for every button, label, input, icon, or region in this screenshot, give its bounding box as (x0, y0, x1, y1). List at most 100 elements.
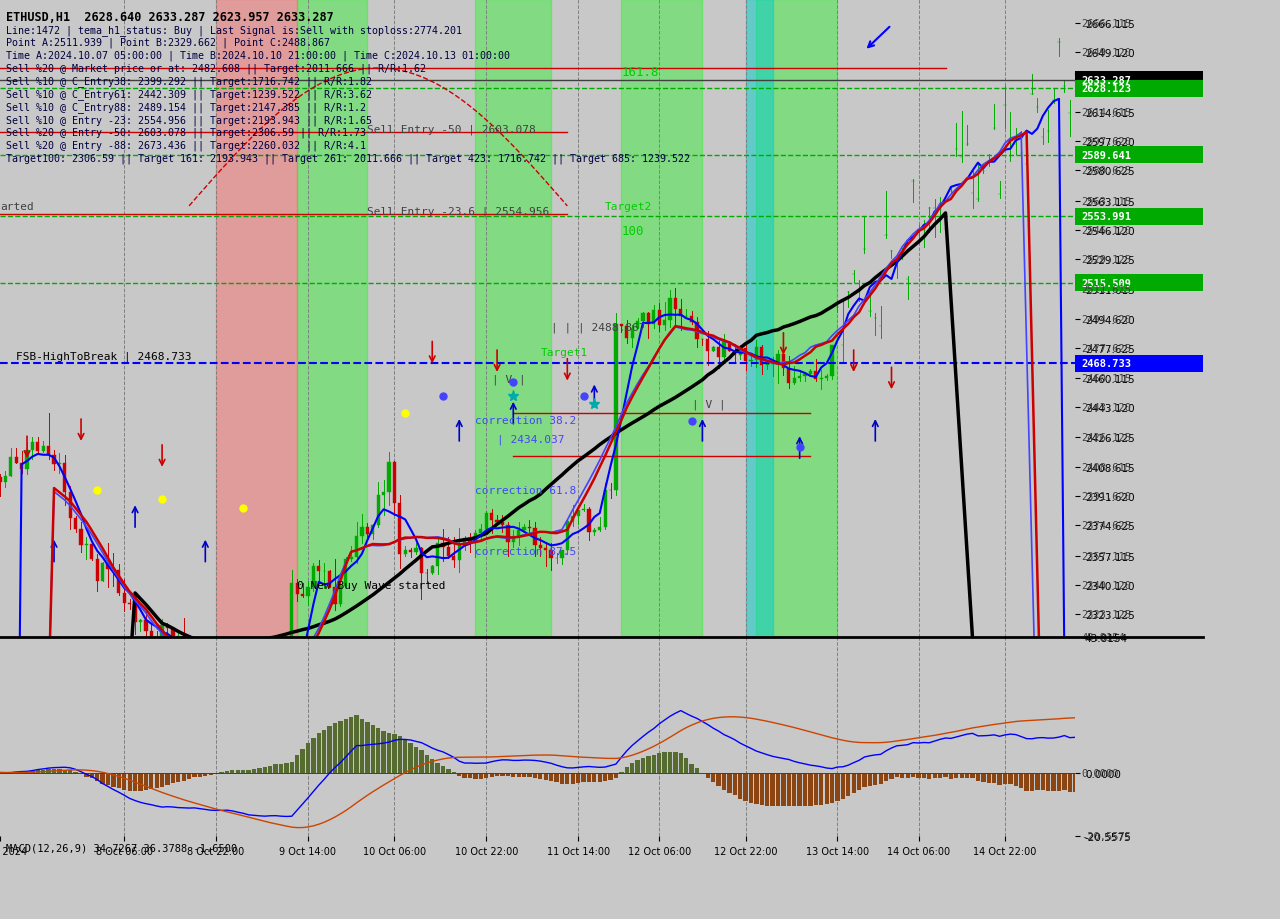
Bar (361, 528, 364, 537)
Bar (982, 773, 986, 782)
Bar (316, 733, 321, 773)
Bar (241, 770, 246, 773)
Bar (257, 740, 261, 766)
Bar (74, 519, 77, 529)
Bar (317, 567, 320, 572)
Bar (663, 321, 666, 326)
Bar (754, 773, 759, 804)
Bar (620, 325, 623, 326)
Bar (52, 455, 55, 464)
Bar (398, 504, 402, 554)
Bar (242, 745, 244, 754)
Bar (410, 550, 412, 552)
Bar (1075, 209, 1203, 225)
Bar (1075, 72, 1203, 89)
Bar (425, 755, 429, 773)
Bar (707, 340, 709, 351)
Bar (279, 764, 283, 773)
Bar (987, 773, 991, 783)
Bar (420, 751, 424, 773)
Bar (641, 314, 645, 322)
Text: 2426.125: 2426.125 (1082, 432, 1132, 442)
Bar (1019, 773, 1023, 789)
Bar (517, 773, 521, 777)
Bar (522, 528, 526, 530)
Text: 2666.115: 2666.115 (1082, 19, 1132, 28)
Bar (452, 556, 456, 561)
Bar (895, 773, 899, 777)
Bar (630, 763, 635, 773)
Bar (549, 773, 553, 781)
Bar (1014, 773, 1018, 786)
Bar (663, 753, 667, 773)
Bar (717, 347, 721, 357)
Bar (856, 773, 861, 790)
Bar (463, 539, 466, 545)
Bar (911, 773, 915, 777)
Bar (588, 509, 590, 533)
Bar (209, 698, 212, 706)
Bar (435, 763, 440, 773)
Bar (143, 773, 148, 790)
Text: 2391.620: 2391.620 (1082, 492, 1132, 502)
Bar (1075, 81, 1203, 98)
Bar (462, 773, 467, 778)
Text: 2494.620: 2494.620 (1082, 314, 1132, 324)
Bar (582, 509, 585, 511)
Bar (905, 773, 910, 777)
Text: Sell %10 @ C_Entry88: 2489.154 || Target:2147.385 || R/R:1.2: Sell %10 @ C_Entry88: 2489.154 || Target… (6, 102, 366, 113)
Bar (1009, 773, 1012, 785)
Bar (84, 544, 88, 546)
Bar (447, 769, 451, 773)
Bar (722, 773, 726, 790)
Bar (274, 773, 278, 785)
Bar (544, 548, 548, 550)
Text: 2529.125: 2529.125 (1082, 255, 1132, 265)
Bar (193, 655, 196, 686)
Bar (787, 773, 791, 806)
Bar (851, 773, 856, 793)
Bar (403, 740, 407, 773)
Bar (95, 773, 100, 781)
Text: 2408.615: 2408.615 (1082, 462, 1132, 472)
Text: correction 38.2: correction 38.2 (475, 415, 577, 425)
Bar (554, 773, 558, 782)
Bar (262, 767, 268, 773)
Bar (576, 773, 580, 783)
Bar (306, 743, 310, 773)
Text: 2614.615: 2614.615 (1082, 108, 1132, 118)
Text: | V |: | V | (492, 374, 525, 384)
Bar (1057, 773, 1061, 791)
Bar (746, 0, 773, 637)
Text: Line:1472 | tema_h1_status: Buy | Last Signal is:Sell with stoploss:2774.201: Line:1472 | tema_h1_status: Buy | Last S… (6, 25, 462, 36)
Bar (614, 773, 618, 778)
Bar (705, 773, 710, 777)
Bar (182, 637, 186, 656)
Bar (873, 773, 878, 785)
Bar (559, 773, 564, 784)
Bar (294, 755, 300, 773)
Bar (765, 364, 769, 365)
Bar (138, 773, 142, 791)
Bar (803, 773, 808, 806)
Bar (566, 522, 568, 550)
Bar (824, 773, 829, 804)
Bar (727, 773, 732, 793)
Bar (393, 462, 396, 504)
Bar (297, 0, 367, 637)
Bar (652, 311, 655, 324)
Bar (668, 299, 672, 321)
Bar (101, 563, 104, 581)
Bar (343, 720, 348, 773)
Text: 2649.120: 2649.120 (1082, 48, 1132, 58)
Bar (831, 346, 833, 376)
Bar (760, 347, 763, 365)
Bar (301, 595, 305, 596)
Bar (420, 549, 424, 573)
Text: 2460.115: 2460.115 (1082, 374, 1132, 383)
Bar (532, 773, 538, 778)
Bar (890, 773, 893, 779)
Bar (900, 773, 905, 777)
Bar (172, 629, 174, 645)
Bar (150, 630, 152, 638)
